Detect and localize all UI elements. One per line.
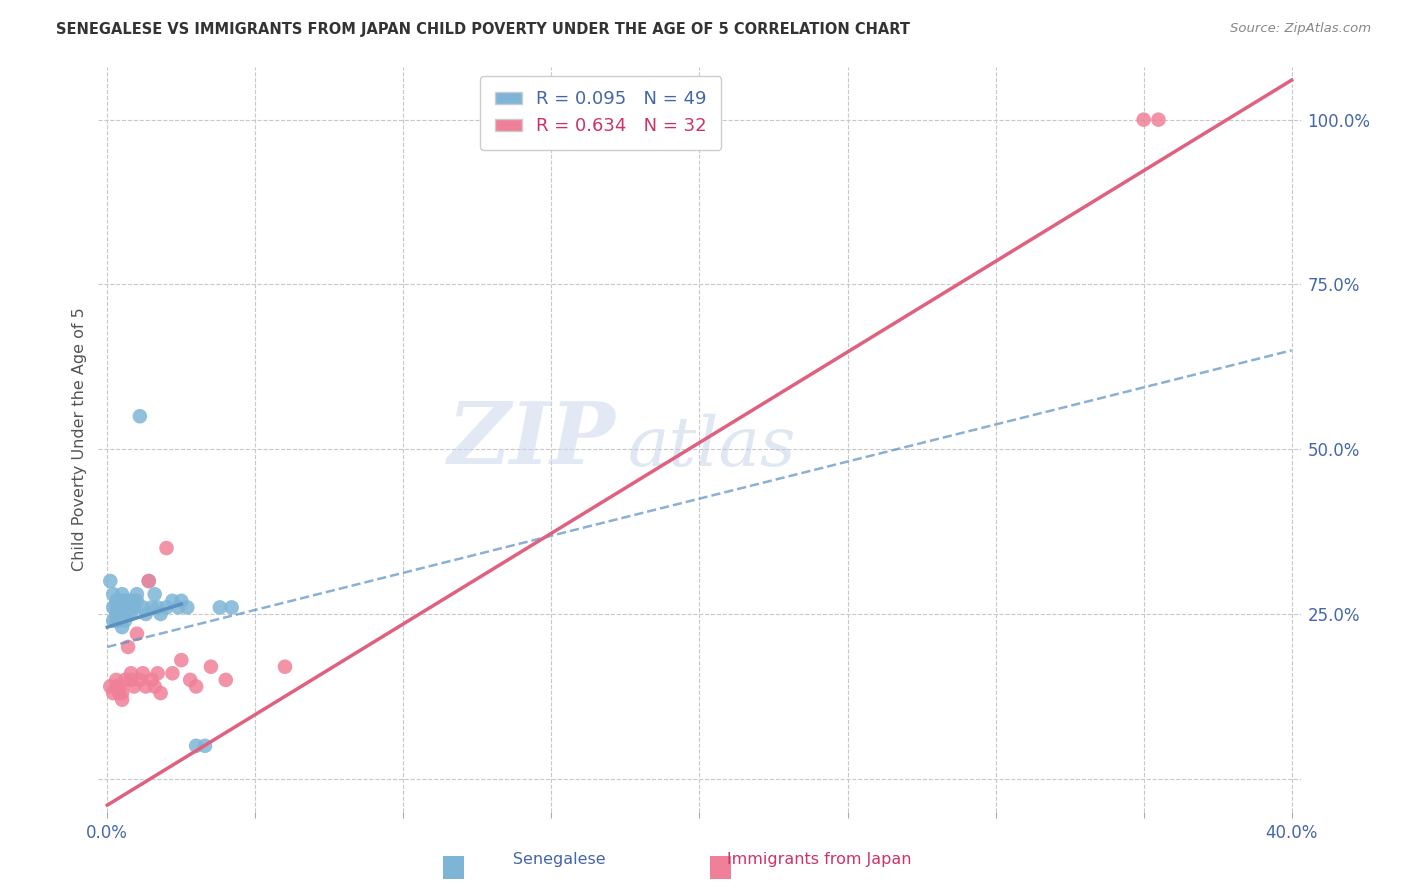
Point — [125, 594, 148, 608]
Point — [117, 607, 139, 621]
Point — [138, 574, 160, 588]
Point — [143, 587, 166, 601]
Point — [170, 594, 193, 608]
Point — [114, 614, 136, 628]
Point — [111, 600, 134, 615]
Point — [103, 686, 125, 700]
Point — [135, 680, 157, 694]
Point — [135, 607, 157, 621]
Point — [149, 607, 172, 621]
Point — [194, 739, 217, 753]
Point — [111, 686, 134, 700]
Point — [146, 600, 169, 615]
Point — [111, 607, 134, 621]
Point — [155, 600, 177, 615]
Text: Senegalese: Senegalese — [477, 852, 606, 867]
Point — [1132, 112, 1154, 127]
Point — [138, 574, 160, 588]
Point — [108, 680, 131, 694]
Point — [274, 659, 297, 673]
Point — [108, 614, 131, 628]
Point — [184, 739, 207, 753]
Point — [176, 600, 198, 615]
Legend: R = 0.095   N = 49, R = 0.634   N = 32: R = 0.095 N = 49, R = 0.634 N = 32 — [479, 76, 721, 150]
Point — [179, 673, 201, 687]
Point — [111, 692, 134, 706]
Point — [128, 409, 150, 424]
Point — [105, 607, 128, 621]
Point — [141, 600, 163, 615]
Text: Source: ZipAtlas.com: Source: ZipAtlas.com — [1230, 22, 1371, 36]
Point — [111, 594, 134, 608]
Point — [114, 600, 136, 615]
Point — [111, 620, 134, 634]
Point — [215, 673, 238, 687]
Point — [98, 574, 121, 588]
Point — [128, 673, 150, 687]
Point — [105, 600, 128, 615]
Point — [120, 666, 142, 681]
Point — [98, 680, 121, 694]
Point — [208, 600, 231, 615]
Point — [184, 680, 207, 694]
Point — [162, 594, 184, 608]
Y-axis label: Child Poverty Under the Age of 5: Child Poverty Under the Age of 5 — [72, 308, 87, 571]
Point — [143, 680, 166, 694]
Point — [125, 626, 148, 640]
Point — [125, 587, 148, 601]
Point — [170, 653, 193, 667]
Point — [200, 659, 222, 673]
Point — [155, 541, 177, 555]
Point — [132, 600, 155, 615]
Point — [141, 673, 163, 687]
Point — [167, 600, 190, 615]
Text: SENEGALESE VS IMMIGRANTS FROM JAPAN CHILD POVERTY UNDER THE AGE OF 5 CORRELATION: SENEGALESE VS IMMIGRANTS FROM JAPAN CHIL… — [56, 22, 910, 37]
Point — [103, 587, 125, 601]
Point — [122, 594, 145, 608]
Point — [1147, 112, 1170, 127]
Text: Immigrants from Japan: Immigrants from Japan — [692, 852, 911, 867]
Point — [146, 666, 169, 681]
Text: ZIP: ZIP — [447, 398, 616, 481]
Point — [117, 600, 139, 615]
Point — [108, 600, 131, 615]
Point — [122, 600, 145, 615]
Point — [105, 680, 128, 694]
Point — [114, 594, 136, 608]
Point — [111, 587, 134, 601]
Point — [162, 666, 184, 681]
Point — [103, 614, 125, 628]
Point — [120, 600, 142, 615]
Point — [105, 673, 128, 687]
Text: atlas: atlas — [627, 413, 796, 480]
Point — [120, 594, 142, 608]
Point — [103, 600, 125, 615]
Point — [120, 607, 142, 621]
Point — [117, 594, 139, 608]
Point — [122, 680, 145, 694]
Point — [105, 594, 128, 608]
Point — [114, 673, 136, 687]
Point — [117, 640, 139, 654]
Point — [114, 607, 136, 621]
Point — [132, 666, 155, 681]
Point — [105, 614, 128, 628]
Point — [111, 607, 134, 621]
Point — [120, 673, 142, 687]
Point — [108, 686, 131, 700]
Point — [108, 607, 131, 621]
Point — [149, 686, 172, 700]
Point — [108, 594, 131, 608]
Point — [221, 600, 243, 615]
